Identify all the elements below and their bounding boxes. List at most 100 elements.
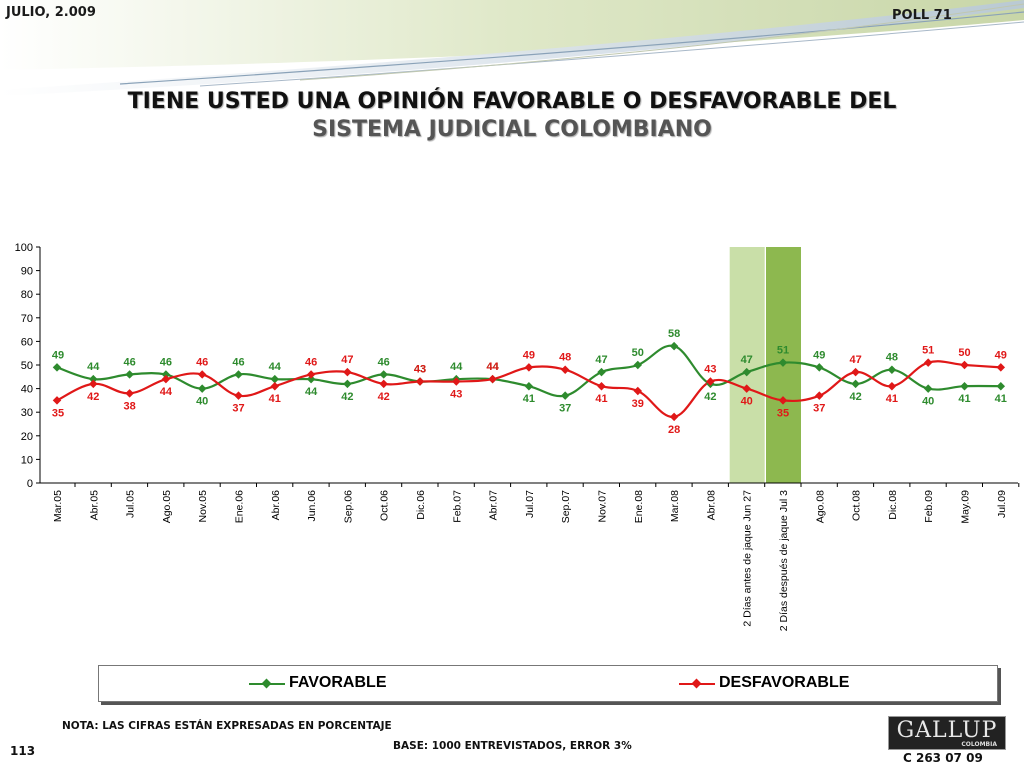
data-label-desfavorable: 48: [559, 352, 571, 364]
data-label-desfavorable: 38: [123, 400, 135, 412]
data-label-favorable: 40: [196, 396, 208, 408]
data-label-favorable: 46: [378, 356, 390, 368]
x-tick-label: Abr.07: [488, 490, 500, 521]
x-tick-label: Ago.05: [161, 490, 173, 523]
title-line-2: SISTEMA JUDICIAL COLOMBIANO: [312, 117, 712, 142]
title-line-1: TIENE USTED UNA OPINIÓN FAVORABLE O DESF…: [127, 89, 897, 114]
x-tick-label: 2 Días antes de jaque Jun 27: [742, 490, 754, 627]
x-tick-label: Sep.06: [342, 490, 354, 523]
x-tick-label: Jul.09: [996, 490, 1008, 518]
data-label-favorable: 41: [523, 393, 535, 405]
x-tick-label: Dic.06: [415, 490, 427, 520]
data-label-desfavorable: 43: [704, 364, 716, 376]
x-tick-label: Ene.06: [234, 490, 246, 523]
data-point-desfavorable: [415, 377, 425, 386]
data-label-desfavorable: 35: [52, 407, 64, 419]
data-point-desfavorable: [815, 391, 824, 400]
data-label-favorable: 44: [486, 361, 499, 373]
data-point-favorable: [633, 360, 643, 370]
data-point-favorable: [125, 370, 134, 379]
chart-legend: FAVORABLE DESFAVORABLE: [98, 665, 998, 702]
header-date: JULIO, 2.009: [6, 5, 96, 20]
footer-note: NOTA: LAS CIFRAS ESTÁN EXPRESADAS EN POR…: [62, 720, 392, 732]
header-poll-label: POLL 71: [892, 8, 952, 23]
data-label-desfavorable: 42: [378, 391, 390, 403]
data-label-favorable: 44: [450, 361, 463, 373]
x-tick-label: Mar.05: [52, 490, 64, 522]
data-label-desfavorable: 46: [305, 356, 317, 368]
x-tick-label: May.09: [960, 490, 972, 524]
data-label-desfavorable: 44: [486, 361, 499, 373]
data-point-favorable: [815, 363, 824, 372]
data-point-favorable: [742, 367, 751, 377]
data-label-favorable: 49: [813, 349, 825, 361]
data-label-desfavorable: 46: [196, 356, 208, 368]
x-tick-label: Ago.08: [814, 490, 826, 523]
y-tick-label: 30: [21, 407, 33, 419]
data-point-desfavorable: [887, 381, 897, 391]
data-label-favorable: 48: [886, 352, 898, 364]
data-label-desfavorable: 47: [849, 354, 861, 366]
data-point-favorable: [923, 384, 933, 393]
x-tick-label: Abr.05: [88, 490, 100, 521]
data-point-favorable: [960, 381, 969, 391]
data-label-desfavorable: 35: [777, 407, 789, 419]
legend-desfavorable-label: DESFAVORABLE: [719, 674, 850, 691]
y-tick-label: 20: [21, 431, 33, 443]
y-tick-label: 10: [21, 454, 33, 466]
data-point-favorable: [996, 381, 1006, 391]
data-label-desfavorable: 42: [87, 391, 99, 403]
data-label-favorable: 51: [777, 345, 789, 357]
data-label-desfavorable: 44: [160, 386, 173, 398]
y-tick-label: 80: [21, 289, 33, 301]
data-point-desfavorable: [343, 367, 352, 377]
y-tick-label: 50: [21, 360, 33, 372]
logo-subtext: COLOMBIA: [961, 741, 997, 748]
y-tick-label: 90: [21, 266, 33, 278]
data-label-favorable: 42: [341, 391, 353, 403]
x-tick-label: Nov.07: [597, 490, 609, 523]
y-tick-label: 60: [21, 336, 33, 348]
data-point-favorable: [270, 374, 280, 384]
line-chart: 0 10 20 30 40 50 60 70 80 90 100 Mar.05 Abr.05 Jul.0…: [15, 242, 1020, 631]
data-label-favorable: 49: [52, 349, 64, 361]
data-point-desfavorable: [524, 363, 534, 372]
data-label-desfavorable: 37: [813, 403, 825, 415]
data-label-favorable: 44: [305, 386, 318, 398]
x-tick-label: Jul.05: [125, 490, 137, 518]
data-label-favorable: 44: [269, 361, 282, 373]
data-point-desfavorable: [960, 360, 969, 370]
data-label-favorable: 37: [559, 403, 571, 415]
x-tick-label: Ene.08: [633, 490, 645, 523]
footer-base: BASE: 1000 ENTREVISTADOS, ERROR 3%: [393, 740, 632, 752]
data-label-favorable: 40: [922, 396, 934, 408]
data-point-desfavorable: [306, 370, 316, 379]
x-tick-label: Mar.08: [669, 490, 681, 522]
data-label-favorable: 46: [123, 356, 135, 368]
data-point-favorable: [161, 370, 171, 379]
x-tick-label: Dic.08: [887, 490, 899, 520]
x-tick-label: Oct.06: [379, 490, 391, 521]
data-label-favorable: 41: [958, 393, 970, 405]
data-point-favorable: [669, 341, 679, 351]
data-point-desfavorable: [270, 381, 280, 391]
data-point-favorable: [560, 391, 570, 400]
data-point-favorable: [197, 384, 207, 393]
data-point-favorable: [887, 365, 897, 374]
data-point-desfavorable: [560, 365, 570, 374]
data-label-desfavorable: 39: [632, 398, 644, 410]
data-label-desfavorable: 41: [595, 393, 607, 405]
legend-desfavorable-marker: [691, 678, 702, 689]
data-label-desfavorable: 43: [450, 389, 462, 401]
data-point-desfavorable: [996, 363, 1006, 372]
x-tick-label: Jun.06: [306, 490, 318, 522]
data-label-favorable: 46: [160, 356, 172, 368]
data-point-desfavorable: [851, 367, 860, 377]
data-point-desfavorable: [452, 377, 461, 386]
data-label-desfavorable: 43: [414, 364, 426, 376]
data-point-favorable: [379, 370, 388, 379]
x-tick-label: Feb.07: [451, 490, 463, 523]
data-label-desfavorable: 41: [886, 393, 898, 405]
